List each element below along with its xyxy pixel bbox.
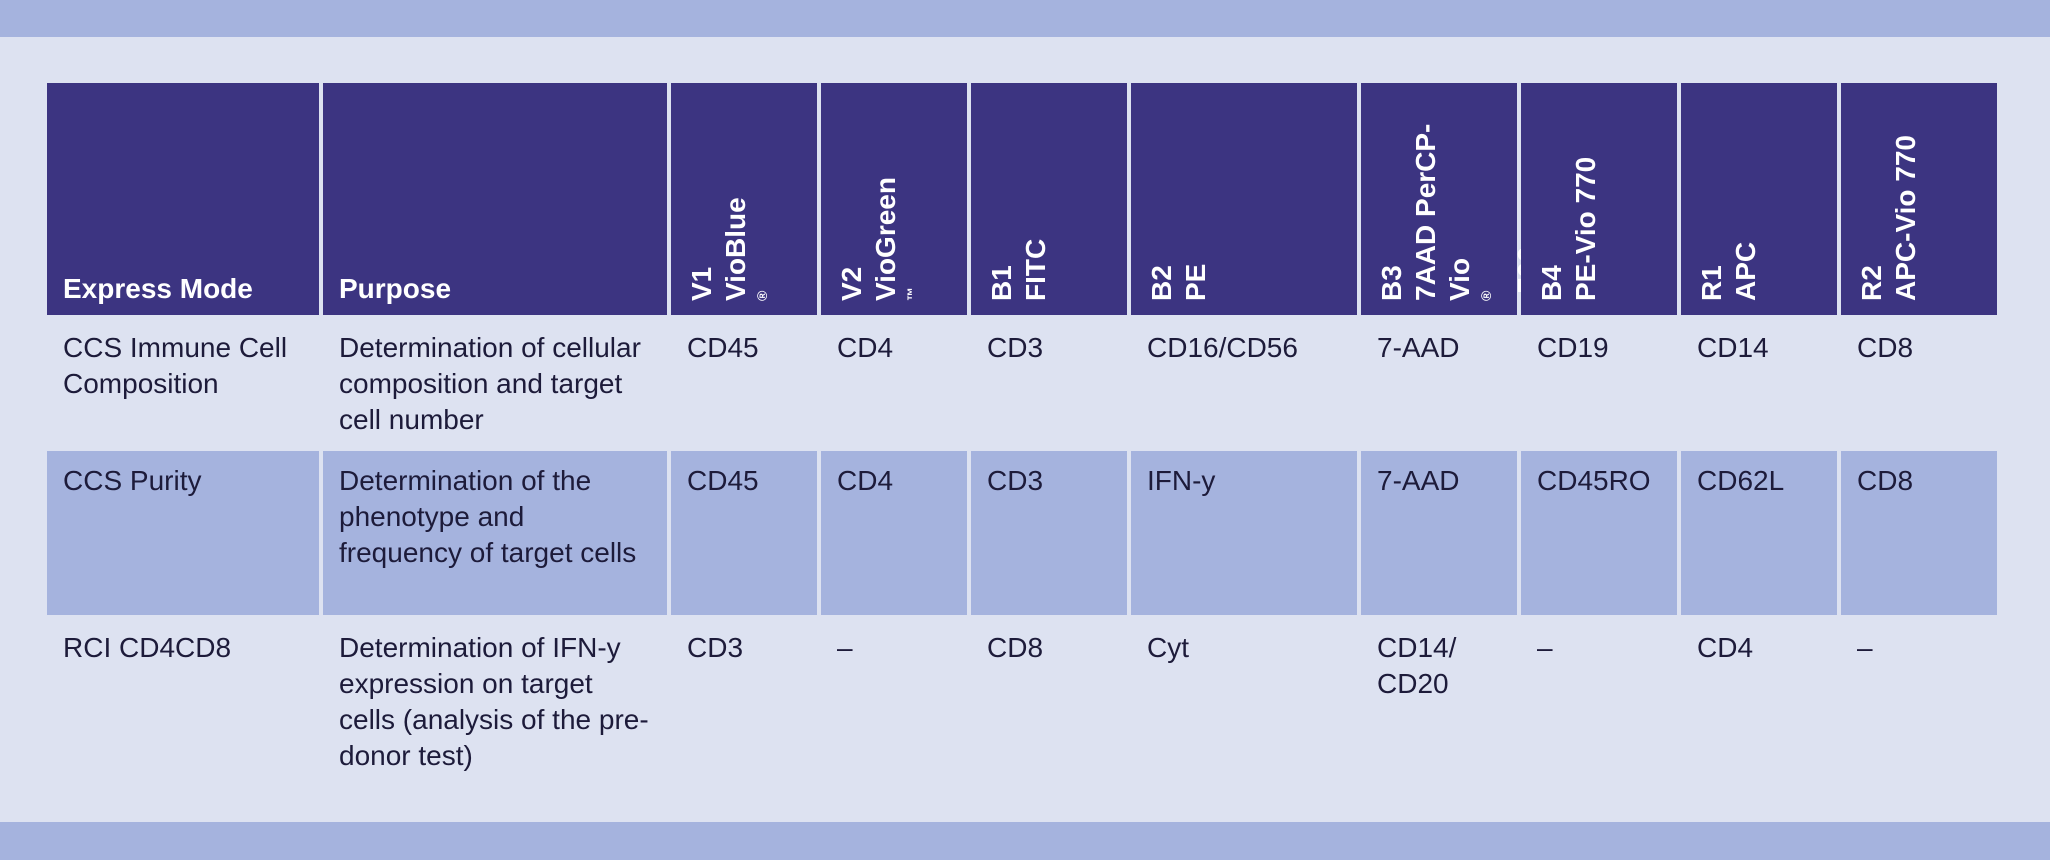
column-header-express-mode: Express Mode — [47, 83, 319, 315]
marker-cell: CD4 — [1681, 618, 1837, 784]
table-row: CCS Immune Cell Composition Determinatio… — [47, 318, 1997, 448]
marker-cell: CD16/CD56 — [1131, 318, 1357, 448]
marker-cell: CD8 — [1841, 451, 1997, 615]
marker-cell: – — [1521, 618, 1677, 784]
marker-cell: – — [821, 618, 967, 784]
marker-cell: CD62L — [1681, 451, 1837, 615]
v1-code: V1 — [686, 266, 717, 301]
marker-cell: CD14 — [1681, 318, 1837, 448]
b3-name-line1: 7AAD PerCP- — [1410, 123, 1441, 301]
column-header-b4: B4 PE-Vio 770 — [1521, 83, 1677, 315]
registered-mark: ® — [754, 290, 770, 301]
b2-code: B2 — [1146, 265, 1177, 301]
b4-name: PE-Vio 770 — [1570, 156, 1601, 301]
column-header-purpose: Purpose — [323, 83, 667, 315]
column-header-r1: R1 APC — [1681, 83, 1837, 315]
b1-code: B1 — [986, 265, 1017, 301]
mode-cell: CCS Purity — [47, 451, 319, 615]
marker-cell: CD3 — [971, 318, 1127, 448]
marker-cell: CD4 — [821, 318, 967, 448]
marker-cell: CD19 — [1521, 318, 1677, 448]
registered-mark: ® — [1478, 290, 1494, 301]
r1-name: APC — [1730, 241, 1761, 301]
marker-cell: CD8 — [1841, 318, 1997, 448]
fluorochrome-table: Express Mode Purpose V1 VioBlue ® V2 VioGre… — [43, 80, 2001, 787]
marker-cell: IFN-y — [1131, 451, 1357, 615]
column-header-b1: B1 FITC — [971, 83, 1127, 315]
v2-name: VioGreen — [870, 177, 901, 301]
top-band — [0, 0, 2050, 37]
marker-cell: 7-AAD — [1361, 451, 1517, 615]
b3-name-line2: Vio — [1444, 257, 1475, 301]
marker-cell: – — [1841, 618, 1997, 784]
r2-name: APC-Vio 770 — [1890, 135, 1921, 301]
v1-name: VioBlue — [720, 197, 751, 301]
b1-name: FITC — [1020, 238, 1051, 301]
marker-cell: CD45RO — [1521, 451, 1677, 615]
marker-cell: CD45 — [671, 451, 817, 615]
b4-code: B4 — [1536, 265, 1567, 301]
b2-name: PE — [1180, 263, 1211, 301]
marker-cell: 7-AAD — [1361, 318, 1517, 448]
b3-code: B3 — [1376, 265, 1407, 301]
table-row: RCI CD4CD8 Determination of IFN-y expres… — [47, 618, 1997, 784]
marker-cell: CD3 — [671, 618, 817, 784]
purpose-cell: Determination of cellular composition an… — [323, 318, 667, 448]
mode-cell: CCS Immune Cell Composition — [47, 318, 319, 448]
table-row: CCS Purity Determination of the phenotyp… — [47, 451, 1997, 615]
trademark-mark: ™ — [904, 287, 920, 301]
marker-cell: CD4 — [821, 451, 967, 615]
marker-cell: Cyt — [1131, 618, 1357, 784]
bottom-band — [0, 822, 2050, 860]
purpose-cell: Determination of the phenotype and frequ… — [323, 451, 667, 615]
marker-cell: CD45 — [671, 318, 817, 448]
column-header-r2: R2 APC-Vio 770 — [1841, 83, 1997, 315]
purpose-cell: Determination of IFN-y expression on tar… — [323, 618, 667, 784]
r1-code: R1 — [1696, 265, 1727, 301]
header-row: Express Mode Purpose V1 VioBlue ® V2 VioGre… — [47, 83, 1997, 315]
r2-code: R2 — [1856, 265, 1887, 301]
marker-cell: CD8 — [971, 618, 1127, 784]
marker-cell: CD14/ CD20 — [1361, 618, 1517, 784]
mode-cell: RCI CD4CD8 — [47, 618, 319, 784]
column-header-v1: V1 VioBlue ® — [671, 83, 817, 315]
marker-cell: CD3 — [971, 451, 1127, 615]
column-header-v2: V2 VioGreen ™ — [821, 83, 967, 315]
column-header-b2: B2 PE — [1131, 83, 1357, 315]
v2-code: V2 — [836, 266, 867, 301]
